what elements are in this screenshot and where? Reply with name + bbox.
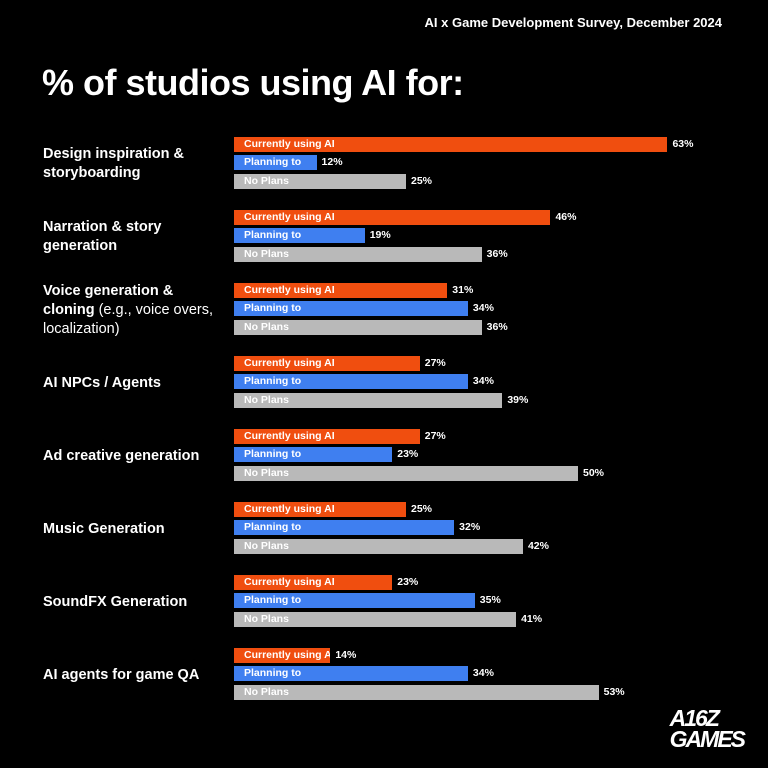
value-label: 27% (424, 357, 446, 369)
value-label: 53% (603, 685, 625, 698)
bar: Planning to (234, 593, 475, 609)
value-label: 35% (479, 594, 501, 607)
value-label: 34% (472, 302, 494, 315)
header: AI x Game Development Survey, December 2… (424, 15, 722, 30)
bar: Currently using AI (234, 283, 448, 298)
bar: Currently using AI (234, 137, 668, 152)
category-name: Voice generation & cloning (43, 282, 174, 318)
bar-label: Currently using AI (244, 284, 335, 296)
value-label: 25% (411, 174, 433, 187)
value-label: 12% (321, 156, 343, 169)
bar-label: Planning to (244, 229, 302, 242)
bar-label: Currently using AI (244, 503, 335, 515)
bar-label: No Plans (244, 466, 289, 479)
bar-label: Currently using AI (244, 576, 335, 588)
value-label: 36% (486, 247, 508, 260)
category-name: SoundFX Generation (43, 593, 188, 610)
logo-line: GAMES (669, 726, 746, 752)
bar-label: No Plans (244, 247, 289, 260)
category-label: Ad creative generation (43, 447, 228, 466)
bar-label: No Plans (244, 174, 289, 187)
bar: Planning to (234, 666, 468, 682)
bar-label: No Plans (244, 612, 289, 625)
value-label: 23% (397, 448, 419, 461)
category-name: Narration & story generation (43, 219, 162, 254)
bar: Planning to (234, 374, 468, 390)
bar: Currently using AI (234, 429, 420, 444)
value-label: 42% (527, 539, 549, 552)
bar-label: No Plans (244, 539, 289, 552)
value-label: 46% (555, 211, 577, 223)
bar: No Plans (234, 246, 482, 262)
value-label: 34% (472, 375, 494, 388)
bar: No Plans (234, 538, 523, 554)
bar-label: Planning to (244, 521, 302, 534)
bar: Currently using AI (234, 575, 393, 590)
bar-label: Planning to (244, 156, 302, 169)
bar-label: Currently using AI (244, 430, 335, 442)
value-label: 36% (486, 320, 508, 333)
bar: No Plans (234, 392, 503, 408)
bar-label: Currently using AI (244, 649, 331, 661)
value-label: 34% (472, 667, 494, 680)
bar-label: Planning to (244, 667, 302, 680)
category-note: (e.g., voice overs, localization) (43, 301, 214, 337)
value-label: 23% (397, 576, 419, 588)
category-name: Music Generation (43, 520, 165, 537)
category-label: SoundFX Generation (43, 593, 228, 612)
value-label: 27% (424, 430, 446, 442)
category-label: AI agents for game QA (43, 666, 228, 685)
bar: Currently using AI (234, 210, 551, 225)
category-name: AI agents for game QA (43, 666, 200, 683)
category-label: Music Generation (43, 520, 228, 539)
logo: A16Z GAMES (669, 705, 746, 752)
value-label: 19% (369, 229, 391, 242)
logo-line: A16Z (669, 705, 720, 731)
bar: Currently using AI (234, 648, 331, 663)
category-label: Narration & story generation (43, 218, 228, 256)
bar: Planning to (234, 447, 393, 463)
value-label: 31% (452, 284, 474, 296)
chart-title: % of studios using AI for: (42, 62, 464, 103)
category-label: Design inspiration & storyboarding (43, 145, 228, 183)
category-label: Voice generation & cloning (e.g., voice … (43, 282, 228, 339)
category-name: Ad creative generation (43, 447, 200, 464)
value-label: 32% (459, 521, 481, 534)
bar-label: No Plans (244, 685, 289, 698)
value-label: 39% (507, 393, 529, 406)
bar: Planning to (234, 228, 365, 244)
category-name: Design inspiration & storyboarding (43, 146, 184, 181)
bar-label: Currently using AI (244, 138, 335, 150)
bar: Planning to (234, 520, 455, 536)
value-label: 25% (411, 503, 433, 515)
bar-label: Planning to (244, 594, 302, 607)
value-label: 63% (672, 138, 694, 150)
category-label: AI NPCs / Agents (43, 374, 228, 393)
bar: Planning to (234, 301, 468, 317)
bar-label: Currently using AI (244, 357, 335, 369)
bar-label: No Plans (244, 320, 289, 333)
bar-label: Planning to (244, 302, 302, 315)
bar: No Plans (234, 173, 406, 189)
bar-label: No Plans (244, 393, 289, 406)
bar-label: Planning to (244, 375, 302, 388)
value-label: 14% (335, 649, 357, 661)
bar: No Plans (234, 319, 482, 335)
bar: No Plans (234, 465, 578, 481)
bar: No Plans (234, 684, 599, 700)
category-name: AI NPCs / Agents (43, 374, 161, 391)
bar-label: Currently using AI (244, 211, 335, 223)
value-label: 41% (521, 612, 543, 625)
value-label: 50% (583, 466, 605, 479)
bar-label: Planning to (244, 448, 302, 461)
bar: Planning to (234, 155, 317, 171)
bar: No Plans (234, 611, 517, 627)
bar: Currently using AI (234, 502, 406, 517)
bar: Currently using AI (234, 356, 420, 371)
